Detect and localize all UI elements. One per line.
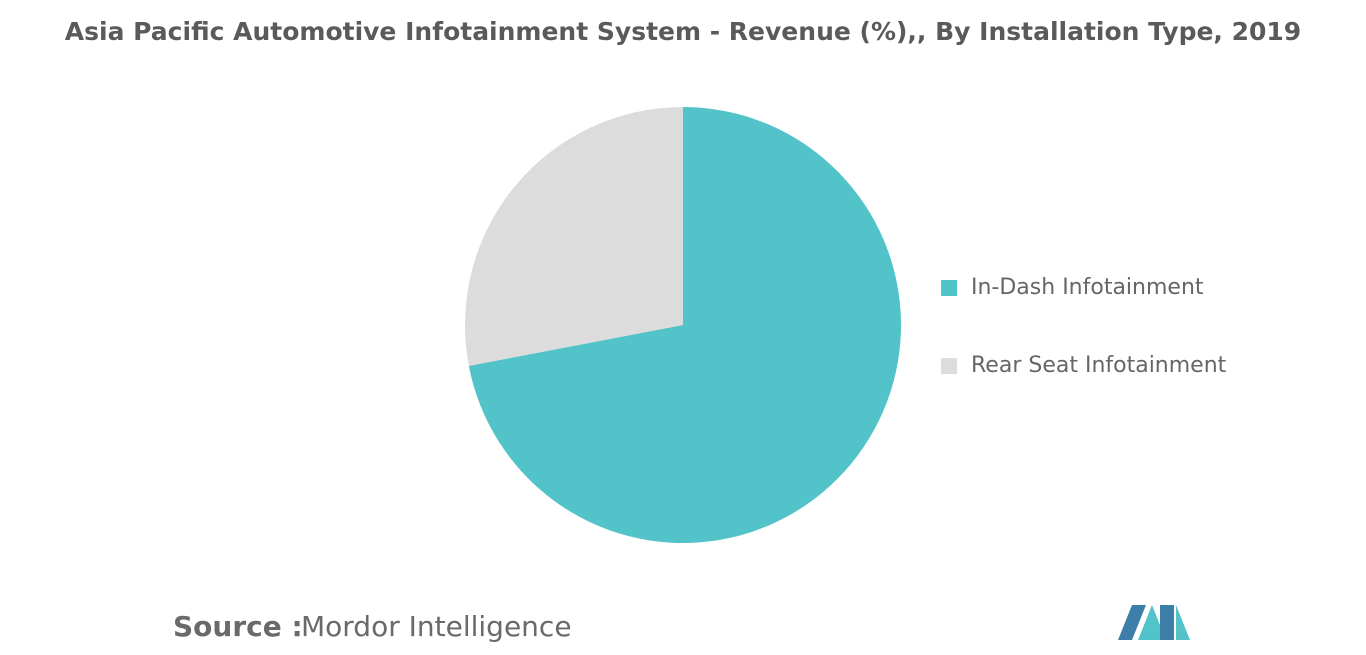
source-label: Source : [173, 610, 303, 643]
legend-label: In-Dash Infotainment [971, 275, 1204, 300]
chart-title: Asia Pacific Automotive Infotainment Sys… [65, 17, 1301, 46]
legend-label: Rear Seat Infotainment [971, 353, 1227, 378]
pie [465, 107, 901, 543]
pie-slice [465, 107, 683, 366]
pie-slice [468, 107, 901, 543]
legend: In-Dash Infotainment Rear Seat Infotainme… [941, 275, 1227, 378]
legend-swatch [941, 358, 957, 374]
source-value: Mordor Intelligence [301, 610, 572, 643]
legend-swatch [941, 280, 957, 296]
logo [1118, 605, 1190, 640]
